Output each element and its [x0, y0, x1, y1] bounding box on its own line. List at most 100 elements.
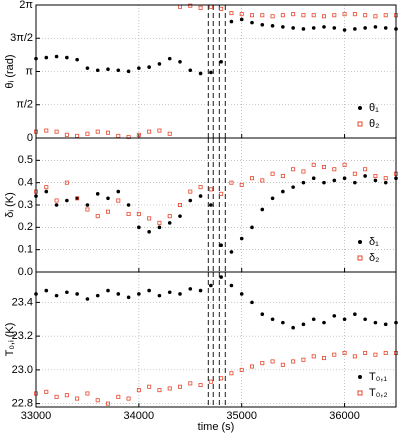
- point: [54, 394, 59, 399]
- point: [167, 221, 172, 225]
- point: [281, 189, 285, 194]
- point: [260, 207, 265, 212]
- point: [95, 398, 100, 403]
- point: [311, 162, 316, 167]
- point: [198, 71, 203, 76]
- x-tick-label: 35000: [226, 410, 257, 422]
- point: [106, 130, 111, 135]
- point: [198, 383, 203, 388]
- point: [229, 19, 234, 24]
- legend-marker: [357, 390, 363, 396]
- point: [342, 12, 347, 17]
- point: [363, 317, 367, 322]
- point: [270, 24, 275, 28]
- point: [239, 182, 244, 187]
- point: [188, 3, 193, 8]
- point: [373, 25, 378, 29]
- point: [157, 128, 162, 133]
- point: [353, 27, 357, 31]
- point: [126, 211, 131, 216]
- legend-label: θ₁: [369, 102, 379, 114]
- point: [167, 131, 172, 136]
- point: [64, 393, 69, 398]
- point: [126, 134, 131, 139]
- point: [44, 128, 49, 133]
- point: [137, 225, 141, 230]
- point: [363, 26, 367, 30]
- point: [219, 243, 223, 247]
- point: [383, 180, 388, 185]
- point: [383, 350, 388, 355]
- point: [208, 379, 213, 384]
- point: [219, 191, 224, 196]
- point: [208, 4, 213, 9]
- legend-label: T₀,₁: [369, 371, 387, 383]
- point: [270, 171, 275, 176]
- point: [136, 211, 141, 216]
- point: [157, 225, 162, 230]
- point: [311, 354, 316, 359]
- point: [147, 216, 152, 221]
- point: [352, 171, 357, 176]
- point: [321, 14, 326, 19]
- point: [363, 167, 368, 172]
- point: [249, 364, 254, 369]
- point: [198, 185, 203, 190]
- point: [147, 65, 151, 69]
- point: [64, 132, 69, 137]
- point: [332, 167, 337, 172]
- point: [353, 312, 357, 316]
- point: [301, 27, 306, 31]
- point: [383, 176, 388, 181]
- y-axis-label: θᵢ (rad): [4, 54, 16, 88]
- point: [136, 132, 141, 137]
- point: [188, 287, 193, 291]
- point: [85, 297, 90, 301]
- point: [85, 391, 90, 396]
- y-tick-label: 2π: [19, 0, 33, 11]
- point: [75, 292, 79, 296]
- point: [322, 25, 326, 29]
- point: [198, 5, 203, 10]
- point: [147, 230, 151, 234]
- point: [250, 300, 254, 305]
- point: [270, 359, 275, 364]
- y-axis-label: T₀,ᵢ (K): [4, 323, 16, 357]
- point: [321, 165, 326, 170]
- point: [219, 275, 223, 279]
- legend-label: δ₁: [369, 236, 379, 248]
- point: [95, 293, 100, 298]
- point: [157, 293, 162, 298]
- point: [332, 352, 337, 357]
- point: [280, 173, 285, 178]
- y-tick-label: 23.4: [12, 296, 33, 308]
- point: [188, 198, 193, 203]
- legend-marker: [357, 121, 363, 127]
- x-tick-label: 36000: [329, 410, 360, 422]
- point: [116, 189, 121, 194]
- point: [332, 26, 337, 30]
- point: [373, 320, 378, 325]
- point: [177, 384, 182, 389]
- point: [106, 67, 110, 72]
- legend-marker: [358, 375, 362, 379]
- point: [301, 180, 306, 185]
- point: [311, 13, 316, 18]
- point: [147, 384, 152, 389]
- x-axis-label: time (s): [198, 421, 235, 433]
- point: [116, 394, 121, 399]
- point: [260, 13, 265, 18]
- point: [383, 13, 388, 18]
- point: [291, 359, 296, 364]
- point: [65, 55, 69, 60]
- point: [352, 12, 357, 17]
- point: [239, 367, 244, 372]
- point: [188, 381, 193, 386]
- point: [75, 133, 80, 138]
- point: [44, 189, 49, 194]
- point: [383, 26, 388, 30]
- point: [157, 62, 162, 66]
- point: [219, 6, 224, 11]
- point: [54, 129, 59, 134]
- point: [209, 203, 213, 207]
